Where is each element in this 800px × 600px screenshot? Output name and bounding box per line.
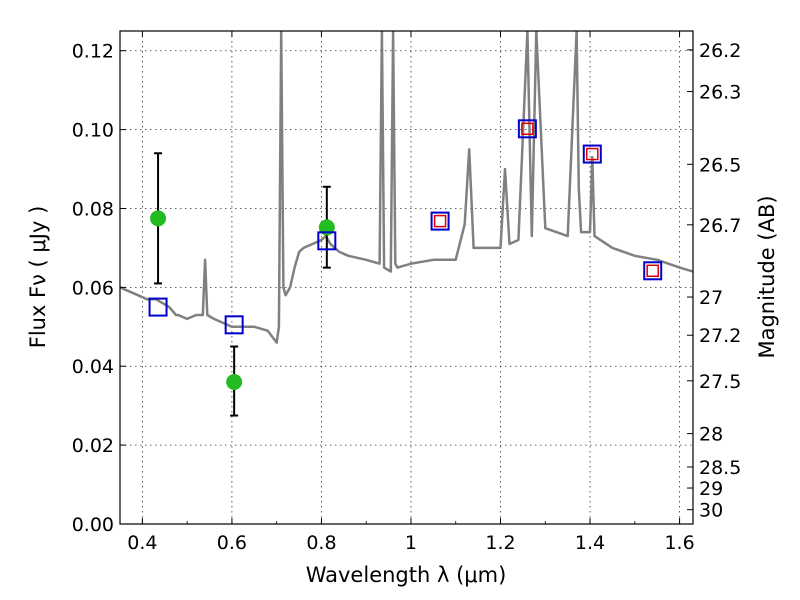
model-photometry-square: [517, 119, 537, 139]
y2-tick-label: 27: [699, 287, 723, 309]
x-tick-label: 0.6: [217, 532, 247, 554]
y2-tick-label: 27.2: [699, 325, 741, 347]
x-tick-label: 1.4: [575, 532, 605, 554]
model-photometry-inner-square: [646, 264, 659, 278]
y-tick-label: 0.04: [72, 356, 114, 378]
y2-tick-label: 29: [699, 478, 723, 500]
y2-tick-label: 26.7: [699, 215, 741, 237]
y-axis-label: Flux Fν ( μJy ): [26, 206, 50, 349]
observed-point: [226, 374, 243, 391]
y-tick-label: 0.00: [72, 514, 114, 536]
plot-frame: [119, 30, 694, 525]
y2-tick-label: 30: [699, 500, 723, 522]
x-axis-ticks: 0.4 0.6 0.8 1 1.2 1.4 1.6: [127, 31, 695, 554]
y2-tick-label: 28: [699, 424, 723, 446]
y2-axis-label: Magnitude (AB): [755, 195, 779, 358]
x-tick-label: 0.4: [127, 532, 157, 554]
model-spectrum-line: [120, 31, 693, 344]
spectrum-layer: [120, 31, 693, 344]
model-photometry-square: [430, 211, 450, 231]
x-axis-label: Wavelength λ (μm): [306, 563, 507, 587]
x-tick-label: 0.8: [306, 532, 336, 554]
model-photometry-inner-square: [521, 122, 534, 136]
y-tick-label: 0.08: [72, 198, 114, 220]
model-photometry-square: [148, 297, 168, 317]
model-photometry-square: [582, 144, 602, 164]
y2-tick-label: 26.2: [699, 40, 741, 62]
y2-tick-label: 27.5: [699, 371, 741, 393]
errorbar-layer: [154, 152, 331, 417]
y-tick-label: 0.10: [72, 120, 114, 142]
y-tick-label: 0.12: [72, 41, 114, 63]
model-photometry-inner-square: [433, 214, 447, 228]
y2-tick-label: 26.3: [699, 82, 741, 104]
model-photometry-inner-square: [586, 147, 599, 161]
model-photometry-square: [224, 315, 244, 335]
y-tick-label: 0.06: [72, 277, 114, 299]
model-photometry-square: [643, 261, 663, 281]
observed-layer: [150, 210, 335, 391]
model-photometry-square: [317, 231, 337, 251]
y2-tick-label: 26.5: [699, 154, 741, 176]
model-layer: [148, 119, 663, 335]
observed-point: [150, 210, 167, 227]
y2-tick-label: 28.5: [699, 457, 741, 479]
x-tick-label: 1: [405, 532, 417, 554]
x-tick-label: 1.2: [485, 532, 515, 554]
x-tick-label: 1.6: [664, 532, 694, 554]
y-axis-ticks: 0.00 0.02 0.04 0.06 0.08 0.10 0.12: [72, 41, 126, 536]
y-tick-label: 0.02: [72, 435, 114, 457]
